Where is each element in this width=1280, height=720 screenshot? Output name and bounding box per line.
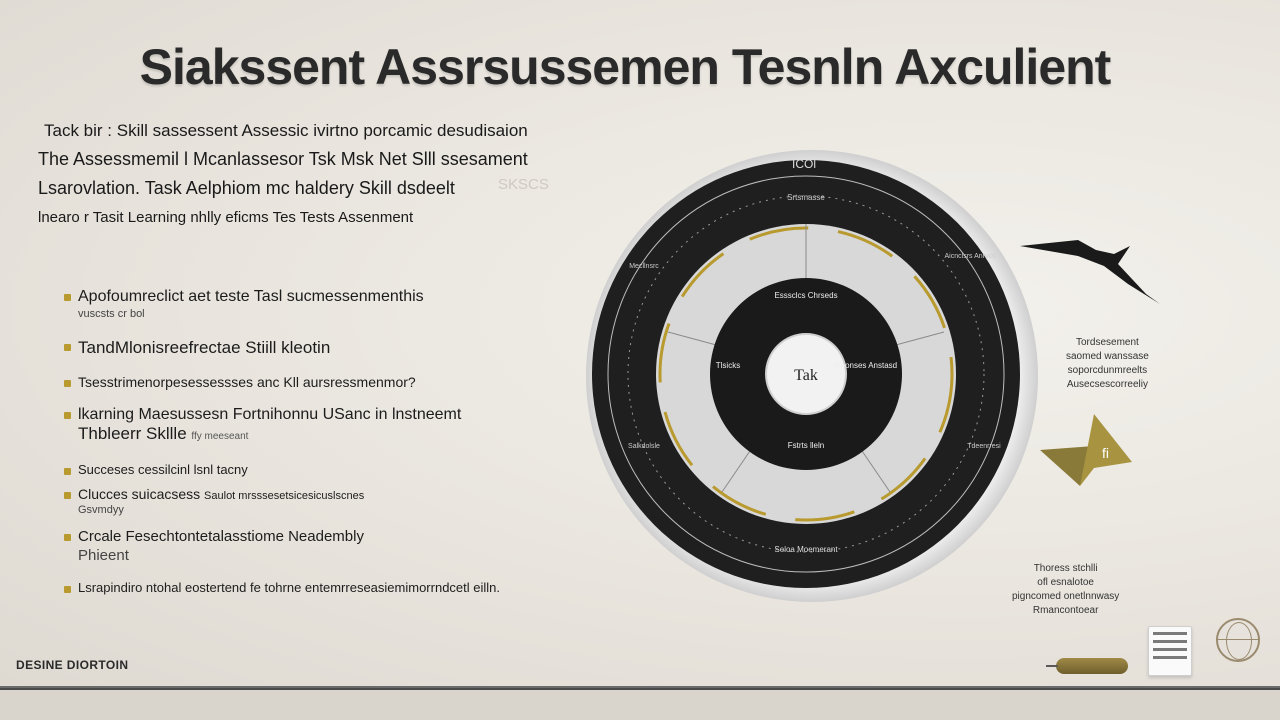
bullet-item: Apofoumreclict aet teste Tasl sucmessenm… bbox=[64, 288, 534, 338]
bullet-item: Lsrapindiro ntohal eostertend fe tohrne … bbox=[64, 580, 534, 602]
wheel-segment-label: Tlsicks bbox=[716, 361, 740, 370]
bullet-text: Clucces suicacsess bbox=[78, 486, 201, 502]
bullet-icon bbox=[64, 468, 71, 475]
faded-text: SKSCS bbox=[498, 176, 549, 193]
bullet-line-2-text: Thbleerr Skllle bbox=[78, 424, 187, 443]
shelf-edge bbox=[0, 686, 1280, 689]
bullet-item: lkarning Maesussesn Fortnihonnu USanc in… bbox=[64, 406, 534, 462]
note-line: pigncomed onetlnnwasy bbox=[1012, 591, 1120, 602]
pencil-cup-icon bbox=[1148, 626, 1192, 676]
bullet-line-2: Thbleerr Skllle ffy meeseant bbox=[78, 424, 534, 444]
folded-paper-icon: fi bbox=[1040, 414, 1132, 486]
intro-line-4: lnearo r Tasit Learning nhlly eficms Tes… bbox=[38, 209, 414, 226]
note-line: Rmancontoear bbox=[1032, 605, 1099, 616]
bullet-icon bbox=[64, 534, 71, 541]
bullet-item: Tsesstrimenorpesessessses anc Kll aursre… bbox=[64, 374, 534, 406]
bullet-item: Succeses cessilcinl lsnl tacny bbox=[64, 462, 534, 486]
intro-line-1: Tack bir : Skill sassessent Assessic ivi… bbox=[44, 121, 528, 140]
wheel-ring-line bbox=[607, 175, 1005, 573]
note-line: Thoress stchlli bbox=[1033, 563, 1098, 574]
bullet-text: Succeses cessilcinl lsnl tacny bbox=[78, 462, 248, 477]
page-title: Siakssent Assrsussemen Tesnln Axculient bbox=[139, 39, 1112, 95]
note-line: soporcdunmreelts bbox=[1067, 365, 1148, 376]
pen-icon bbox=[1046, 658, 1128, 674]
note-line: ofl esnalotoe bbox=[1037, 577, 1094, 588]
bullet-item: Clucces suicacsess Saulot mrsssesetsices… bbox=[64, 486, 534, 528]
wheel-segment-label: Esssclcs Chrseds bbox=[774, 291, 837, 300]
wheel-top-label: ICOl bbox=[792, 157, 816, 171]
footer-label: DESINE DIORTOIN bbox=[16, 658, 129, 672]
bullet-icon bbox=[64, 586, 71, 593]
note-line: Ausecsescorreeliy bbox=[1066, 379, 1148, 390]
bullet-text: lkarning Maesussesn Fortnihonnu USanc in… bbox=[78, 406, 462, 423]
bullet-line-2: Phieent bbox=[78, 547, 129, 564]
fold-label: fi bbox=[1102, 445, 1109, 461]
wheel-segment-label: Seloa Moemerant bbox=[774, 545, 838, 554]
wheel-outer-label: Mecllnsrc bbox=[629, 263, 659, 270]
wheel-outer-label: Aicnclsrs Anrvcs bbox=[945, 253, 996, 260]
intro-text: Tack bir : Skill sassessent Assessic ivi… bbox=[38, 116, 598, 232]
wheel-segment-label: Reonses Anstasd bbox=[835, 361, 897, 370]
bullet-list: Apofoumreclict aet teste Tasl sucmessenm… bbox=[64, 288, 534, 602]
wheel-hub bbox=[765, 333, 847, 415]
bullet-text: Apofoumreclict aet teste Tasl sucmessenm… bbox=[78, 288, 424, 305]
bullet-subtext: vuscsts cr bol bbox=[78, 308, 145, 320]
bullet-icon bbox=[64, 294, 71, 301]
note-line: saomed wanssase bbox=[1066, 351, 1149, 362]
bullet-small-text: ffy meeseant bbox=[191, 431, 249, 442]
right-note-bottom: Thoress stchlli ofl esnalotoe pigncomed … bbox=[1012, 562, 1119, 618]
wheel-outer-label: Salkdolsle bbox=[628, 443, 660, 450]
wheel-graphic: Tak ICOl Esssclcs Chrseds Reonses Anstas… bbox=[586, 150, 1038, 602]
intro-line-2: The Assessmemil l Mcanlassesor Tsk Msk N… bbox=[38, 149, 528, 169]
assessment-wheel: Tak ICOl Esssclcs Chrseds Reonses Anstas… bbox=[584, 148, 1040, 604]
wheel-outer-label: Srtsmasse bbox=[787, 193, 825, 202]
wheel-segment-label: Fstrts lleln bbox=[788, 441, 824, 450]
bullet-icon bbox=[64, 492, 71, 499]
intro-line-3: Lsarovlation. Task Aelphiom mc haldery S… bbox=[38, 178, 455, 198]
bullet-item: Crcale Fesechtontetalasstiome Neadembly … bbox=[64, 528, 534, 580]
wheel-dividers bbox=[667, 224, 945, 493]
bullet-text: Lsrapindiro ntohal eostertend fe tohrne … bbox=[78, 580, 500, 595]
bird-silhouette-icon bbox=[1020, 240, 1160, 304]
bullet-text: Tsesstrimenorpesessessses anc Kll aursre… bbox=[78, 374, 416, 390]
bullet-text: Crcale Fesechtontetalasstiome Neadembly bbox=[78, 528, 364, 545]
bullet-line-2: Gsvmdyy bbox=[78, 504, 124, 516]
bullet-text: TandMlonisreefrectae Stiill kleotin bbox=[78, 338, 331, 357]
bullet-icon bbox=[64, 380, 71, 387]
right-note-top: Tordsesement saomed wanssase soporcdunmr… bbox=[1066, 336, 1149, 392]
wheel-center-label: Tak bbox=[794, 367, 818, 384]
globe-icon bbox=[1216, 618, 1260, 662]
bullet-icon bbox=[64, 344, 71, 351]
wheel-tick-ring bbox=[627, 195, 985, 553]
floor bbox=[0, 688, 1280, 720]
bullet-icon bbox=[64, 412, 71, 419]
note-line: Tordsesement bbox=[1076, 337, 1139, 348]
bullet-item: TandMlonisreefrectae Stiill kleotin bbox=[64, 338, 534, 374]
wheel-outer-label: Tdeenrresi bbox=[967, 443, 1001, 450]
bullet-inline-small: Saulot mrsssesetsicesicuslscnes bbox=[204, 490, 365, 502]
